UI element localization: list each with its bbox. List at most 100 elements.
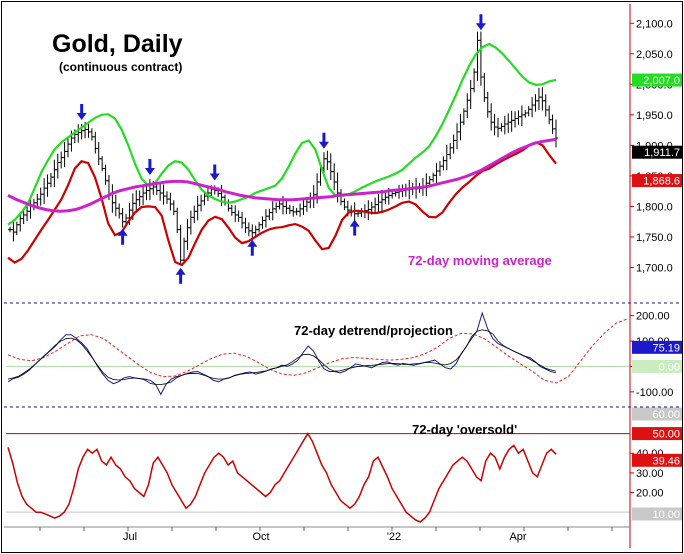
- price-bar: [175, 207, 180, 234]
- oscillator-value-badge: 50.00: [632, 427, 682, 441]
- arrow-head: [349, 219, 360, 227]
- price-bar: [120, 207, 125, 228]
- badge-label: 0.00: [659, 361, 680, 373]
- price-bar: [270, 201, 275, 221]
- price-bar: [373, 197, 378, 214]
- arrow-head: [175, 267, 186, 275]
- price-bar: [158, 182, 163, 201]
- projection-line: [7, 318, 629, 384]
- arrow-head: [117, 228, 128, 236]
- price-bar: [178, 224, 183, 266]
- detrend-axis-tick-label: -100.00: [636, 387, 673, 399]
- badge-label: 1,868.6: [643, 176, 680, 188]
- detrend-axis-tick-label: 200.00: [636, 311, 670, 323]
- price-bar: [260, 216, 265, 229]
- price-bar: [243, 217, 248, 233]
- moving-average-annotation: 72-day moving average: [408, 253, 552, 268]
- arrow-head: [318, 141, 329, 149]
- price-bar: [478, 31, 483, 86]
- oscillator-value-badge: 10.00: [632, 507, 682, 521]
- price-bar: [434, 162, 439, 184]
- arrow-head: [76, 113, 87, 120]
- price-bar: [540, 87, 545, 111]
- down-arrow-icon: [144, 158, 155, 175]
- chart-title: Gold, Daily: [52, 30, 183, 58]
- badge-background: [632, 145, 682, 159]
- badge-label: 1,911.7: [644, 147, 680, 159]
- price-bar: [229, 204, 234, 216]
- badge-background: [632, 407, 682, 421]
- badge-label: 50.00: [652, 429, 680, 441]
- price-bar: [240, 211, 245, 229]
- price-bar: [397, 184, 402, 199]
- price-bar: [468, 79, 473, 109]
- price-bar: [171, 200, 176, 216]
- date-tick-label: Oct: [252, 531, 269, 543]
- price-bar: [52, 159, 57, 188]
- price-bar: [530, 97, 535, 118]
- price-bar: [11, 220, 16, 242]
- price-bar: [465, 93, 470, 119]
- price-bar: [543, 94, 548, 117]
- oscillator-axis-tick-label: 30.00: [636, 468, 664, 480]
- badge-background: [632, 340, 682, 354]
- price-bar: [100, 156, 105, 172]
- price-bar: [226, 199, 231, 212]
- price-bar: [59, 151, 64, 169]
- price-bar: [516, 110, 521, 125]
- price-bar: [55, 153, 60, 179]
- badge-background: [632, 427, 682, 441]
- price-bar: [431, 172, 436, 183]
- price-bar: [475, 31, 480, 81]
- arrow-head: [144, 167, 155, 175]
- price-bar: [298, 203, 303, 217]
- price-bar: [263, 209, 268, 228]
- price-bar: [93, 131, 98, 154]
- price-bar: [161, 184, 166, 205]
- oscillator-line: [7, 432, 557, 523]
- badge-background: [632, 73, 682, 87]
- price-bar: [513, 111, 518, 128]
- chart-subtitle: (continuous contract): [59, 60, 182, 74]
- moving-average-line: [7, 137, 557, 213]
- price-axis-tick-label: 2,100.0: [636, 18, 673, 30]
- date-tick-label: Apr: [509, 531, 526, 543]
- price-bar: [188, 210, 193, 235]
- detrend-line: [7, 311, 557, 396]
- price-bar: [489, 103, 494, 131]
- price-value-badge: 2,007.0: [632, 73, 682, 87]
- price-bar: [448, 143, 453, 160]
- price-bar: [38, 187, 43, 206]
- price-axis-tick-label: 1,700.0: [636, 262, 673, 274]
- price-bar: [96, 142, 101, 166]
- badge-background: [632, 453, 682, 467]
- price-bar: [192, 205, 197, 224]
- price-bar: [458, 113, 463, 141]
- price-bar: [455, 123, 460, 150]
- up-arrow-icon: [117, 228, 128, 245]
- price-bar: [62, 141, 67, 168]
- price-bar: [199, 194, 204, 212]
- price-bar: [506, 113, 511, 133]
- oscillator-axis-tick-label: 20.00: [636, 488, 664, 500]
- down-arrow-icon: [76, 104, 87, 120]
- price-bar: [48, 173, 53, 188]
- date-tick-label: Jul: [123, 531, 137, 543]
- detrend-smoothed-line: [7, 329, 557, 385]
- date-tick-label: '22: [387, 531, 401, 543]
- up-arrow-icon: [175, 267, 186, 284]
- price-bar: [444, 144, 449, 171]
- upper-band-line: [7, 42, 557, 226]
- price-bar: [437, 161, 442, 176]
- price-bar: [14, 221, 19, 236]
- lower-band-line: [7, 141, 557, 267]
- badge-label: 10.00: [652, 509, 680, 521]
- price-bar: [492, 113, 497, 136]
- price-bar: [424, 173, 429, 197]
- price-axis-tick-label: 1,800.0: [636, 201, 673, 213]
- detrend-value-badge: 0.00: [632, 359, 682, 373]
- price-bar: [332, 163, 337, 191]
